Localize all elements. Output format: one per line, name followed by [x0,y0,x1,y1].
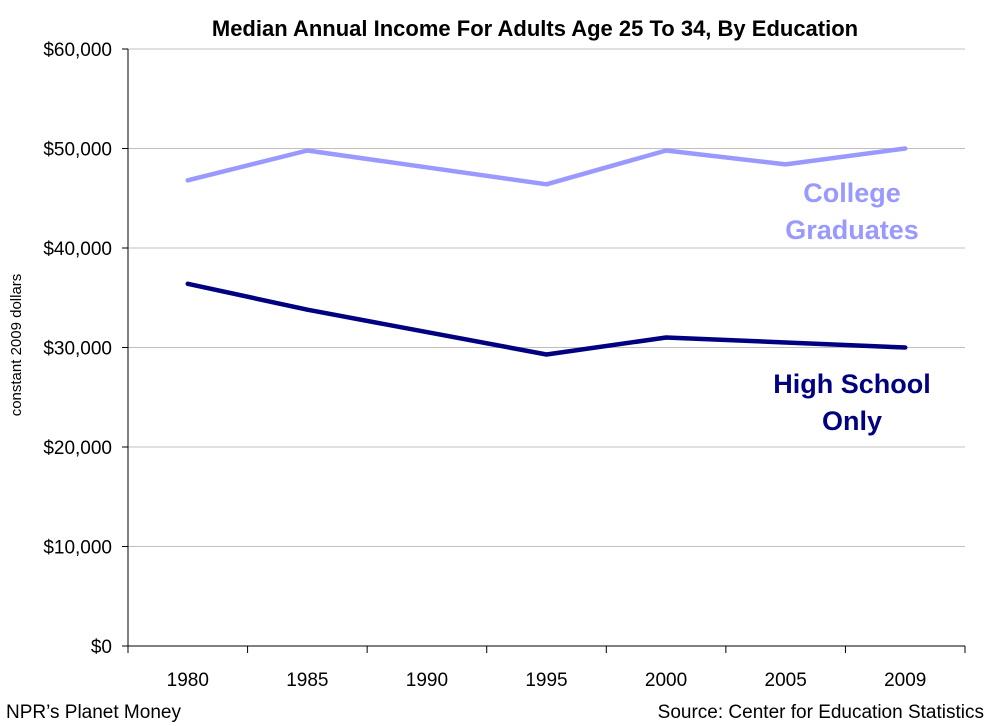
y-tick-label: $30,000 [43,339,112,360]
data-point [664,148,669,153]
series-label: High School [773,369,931,399]
x-tick-label: 1980 [167,670,209,691]
data-point [903,146,908,151]
series-line-college-graduates [185,146,908,187]
x-tick-label: 1990 [406,670,448,691]
data-point [544,182,549,187]
series-label: Only [822,406,882,436]
footer-credit: NPR’s Planet Money [6,702,181,723]
series-label: College [803,178,901,208]
series-labels: College Graduates High School Only [773,178,931,436]
data-point [783,162,788,167]
x-tick-label: 2000 [645,670,687,691]
chart-title: Median Annual Income For Adults Age 25 T… [212,16,858,41]
x-tick-label: 1995 [525,670,567,691]
footer-source: Source: Center for Education Statistics [658,702,984,723]
series-lines [185,146,908,357]
data-point [544,352,549,357]
x-tick-label: 1985 [286,670,328,691]
y-tick-label: $10,000 [43,538,112,559]
data-point [783,340,788,345]
data-point [185,178,190,183]
x-tick-label: 2009 [884,670,926,691]
y-axis-label: constant 2009 dollars [8,274,25,417]
y-axis-ticks: $0 $10,000 $20,000 $30,000 $40,000 $50,000 $60… [43,40,128,658]
x-axis-ticks: 1980 1985 1990 1995 2000 2005 2009 [127,646,966,691]
data-point [185,281,190,286]
y-tick-label: $60,000 [43,40,112,61]
series-label: Graduates [785,215,919,245]
y-tick-label: $20,000 [43,438,112,459]
data-point [305,148,310,153]
y-tick-label: $40,000 [43,239,112,260]
series-line-high-school-only [185,281,908,357]
y-tick-label: $50,000 [43,140,112,161]
data-point [664,335,669,340]
x-tick-label: 2005 [765,670,807,691]
grid [128,48,965,547]
data-point [903,345,908,350]
y-tick-label: $0 [91,637,112,658]
data-point [305,307,310,312]
